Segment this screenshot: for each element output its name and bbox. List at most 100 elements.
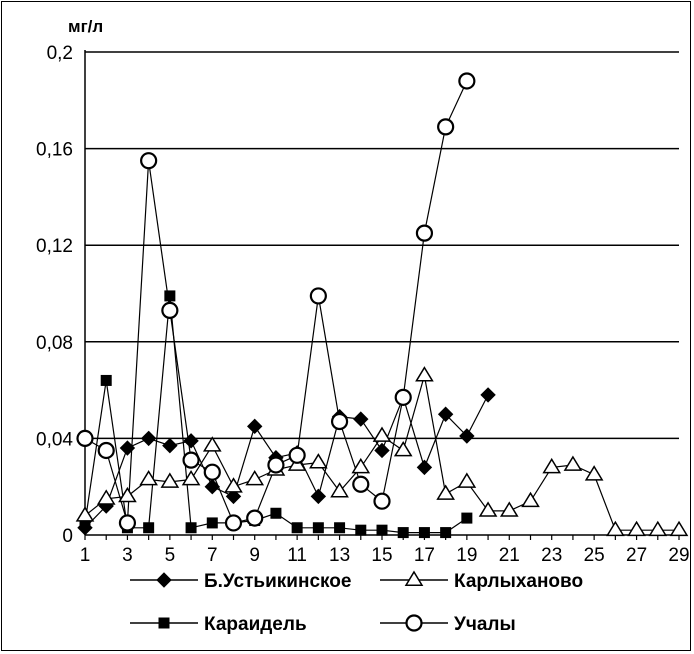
data-point [120,515,135,530]
data-point [226,515,241,530]
x-tick-label: 9 [249,545,260,566]
legend-marker [157,573,171,587]
y-tick-label: 0,04 [36,429,73,450]
data-point [183,471,199,484]
y-tick-label: 0,12 [36,236,73,257]
x-tick-label: 1 [80,545,91,566]
legend-marker [159,618,169,628]
gridlines [85,52,679,438]
data-point [311,288,326,303]
data-point [459,73,474,88]
x-tick-labels: 1 3 5 7 9 11 13 15 17 19 21 23 25 27 29 [80,545,690,566]
data-point [335,523,345,533]
data-point [311,489,325,503]
data-point [98,491,114,504]
data-point [375,494,390,509]
data-point [417,226,432,241]
data-point [354,412,368,426]
data-point [417,460,431,474]
data-point [162,303,177,318]
x-tick-label: 7 [207,545,218,566]
data-point [205,480,219,494]
x-tick-label: 21 [499,545,520,566]
data-point [332,414,347,429]
legend-label: Карлыханово [454,571,583,592]
data-point [438,119,453,134]
x-tick-label: 17 [414,545,435,566]
data-point [144,523,154,533]
data-point [353,477,368,492]
data-point [650,522,666,535]
legend: Б.Устьикинское Карлыханово Караидель Учалы [130,571,583,635]
data-point [184,434,198,448]
y-tick-label: 0,16 [36,140,73,161]
x-tick-label: 11 [287,545,307,566]
data-point [77,508,93,521]
data-point [101,375,111,385]
data-point [671,522,687,535]
y-tick-labels: 0 0,04 0,08 0,12 0,16 0,2 [36,43,73,547]
y-axis-unit-label: мг/л [68,17,103,36]
data-point [501,503,517,516]
series-line [85,296,467,533]
data-point [248,419,262,433]
data-point [268,457,283,472]
legend-marker [406,572,422,585]
data-point [247,471,263,484]
legend-item: Б.Устьикинское [130,571,351,592]
legend-label: Б.Устьикинское [204,571,351,592]
data-point [271,508,281,518]
data-point [398,528,408,538]
data-point [290,448,305,463]
legend-item: Караидель [130,614,307,635]
data-point [565,457,581,470]
data-point [141,471,157,484]
x-tick-label: 29 [668,545,689,566]
data-point [165,291,175,301]
data-point [247,511,262,526]
data-point [396,390,411,405]
data-point [375,443,389,457]
data-point [163,439,177,453]
x-tick-label: 19 [456,545,477,566]
data-point [142,431,156,445]
data-point [374,428,390,441]
x-tick-label: 27 [626,545,647,566]
data-point [441,528,451,538]
data-point [205,465,220,480]
x-tick-label: 5 [165,545,176,566]
data-point [207,518,217,528]
data-point [416,368,432,381]
data-point [292,523,302,533]
legend-label: Учалы [454,614,516,635]
data-point [523,493,539,506]
series-line [85,395,488,528]
data-point [607,522,623,535]
legend-item: Учалы [380,614,516,635]
data-point [419,528,429,538]
data-point [141,153,156,168]
data-point [310,455,326,468]
data-point [184,453,199,468]
data-point [78,431,93,446]
x-tick-label: 23 [541,545,562,566]
y-tick-label: 0,08 [36,333,73,354]
data-point [480,503,496,516]
data-point [313,523,323,533]
data-point [377,525,387,535]
data-point [395,442,411,455]
legend-label: Караидель [204,614,307,635]
series-markers [77,73,687,537]
data-point [186,523,196,533]
data-point [459,474,475,487]
legend-marker [407,616,422,631]
legend-item: Карлыханово [380,571,583,592]
data-point [544,459,560,472]
data-point [99,443,114,458]
data-point [481,388,495,402]
data-point [438,486,454,499]
x-tick-label: 13 [329,545,350,566]
data-point [586,467,602,480]
